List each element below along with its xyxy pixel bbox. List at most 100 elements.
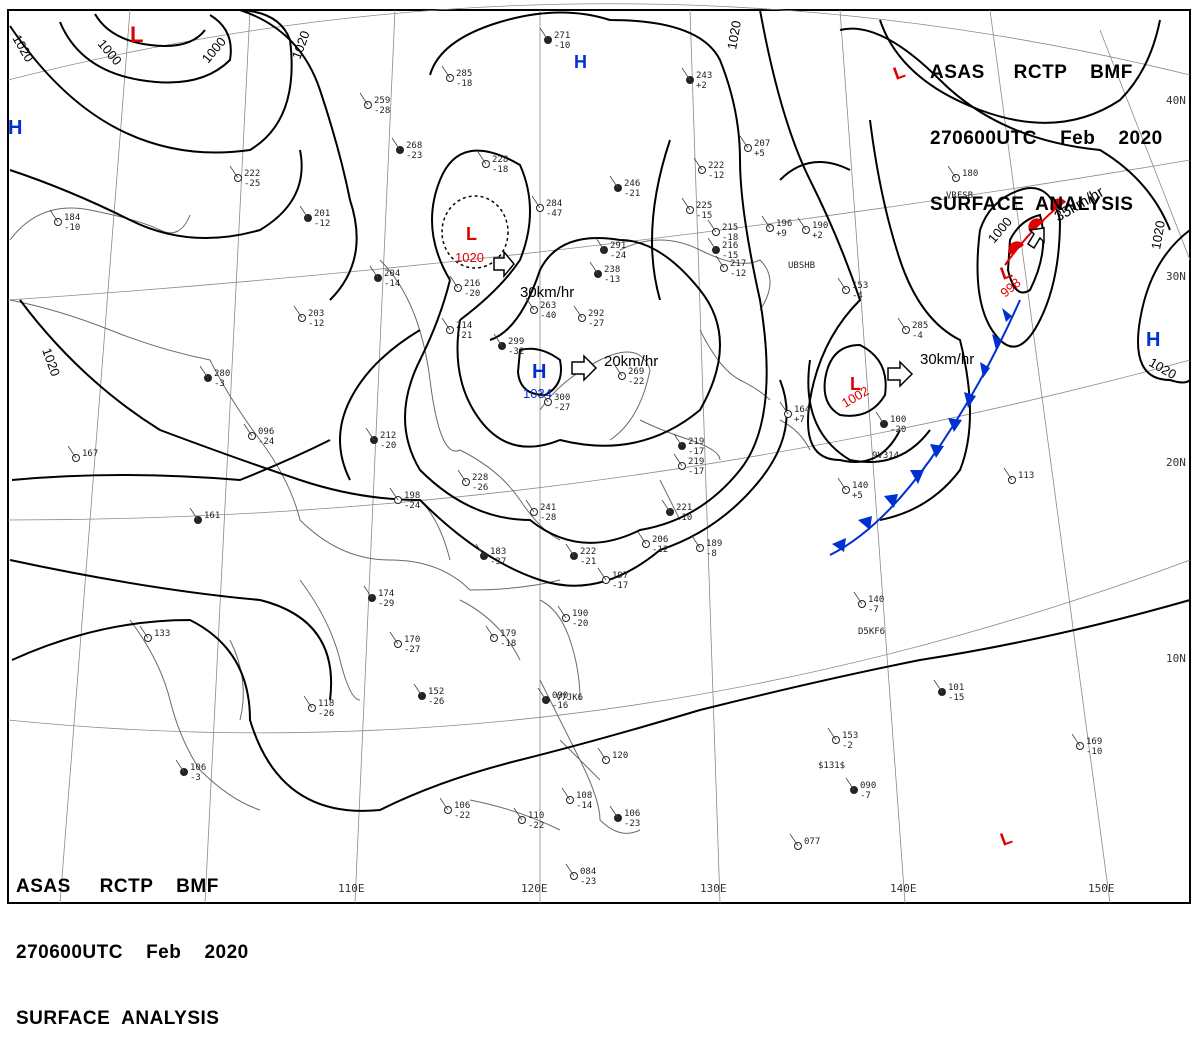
station-tendency: -22 — [454, 811, 470, 821]
station-tendency: -16 — [552, 701, 568, 711]
station-pressure: 174 — [378, 589, 394, 599]
station-pressure: 133 — [154, 629, 170, 639]
station-wind-barb — [363, 585, 373, 599]
station-plot: 100-20 — [875, 411, 906, 435]
station-pressure: 271 — [554, 31, 570, 41]
station-tendency: -27 — [404, 645, 420, 655]
station-plot: 219-17 — [673, 433, 704, 457]
station-pressure: 096 — [258, 427, 274, 437]
station-tendency: -27 — [554, 403, 570, 413]
station-wind-barb — [761, 215, 771, 229]
station-wind-barb — [441, 317, 451, 331]
station-plot: 221-10 — [661, 499, 692, 523]
station-plot: 216-20 — [449, 275, 480, 299]
station-tendency: -23 — [406, 151, 422, 161]
station-pressure: 169 — [1086, 737, 1102, 747]
station-pressure: 118 — [318, 699, 334, 709]
station-pressure: 153 — [852, 281, 868, 291]
isobar-label: 1020 — [724, 19, 744, 50]
station-wind-barb — [681, 67, 691, 81]
station-pressure: 280 — [214, 369, 230, 379]
station-wind-barb — [1003, 467, 1013, 481]
station-wind-barb — [947, 165, 957, 179]
station-pressure: 228 — [472, 473, 488, 483]
station-pressure: 110 — [528, 811, 544, 821]
station-plot: 090-7 — [845, 777, 876, 801]
station-pressure: 225 — [696, 201, 712, 211]
station-wind-barb — [365, 427, 375, 441]
station-wind-barb — [597, 567, 607, 581]
station-wind-barb — [457, 469, 467, 483]
station-wind-barb — [613, 363, 623, 377]
station-tendency: -17 — [688, 467, 704, 477]
station-wind-barb — [875, 411, 885, 425]
station-tendency: -12 — [314, 219, 330, 229]
station-pressure: 106 — [190, 763, 206, 773]
station-pressure: 212 — [380, 431, 396, 441]
movement-speed: 30km/hr — [920, 351, 974, 368]
station-pressure: 090 — [860, 781, 876, 791]
header-line-3: SURFACE ANALYSIS — [16, 1008, 220, 1029]
station-pressure: 167 — [82, 449, 98, 459]
lat-30n: 30N — [1166, 270, 1186, 283]
station-wind-barb — [189, 507, 199, 521]
station-wind-barb — [609, 805, 619, 819]
station-tendency: -10 — [676, 513, 692, 523]
station-pressure: 259 — [374, 96, 390, 106]
station-wind-barb — [561, 787, 571, 801]
station-plot: 285-18 — [441, 65, 472, 89]
station-plot: 198-24 — [389, 487, 420, 511]
station-plot: 084-23 — [565, 863, 596, 887]
station-wind-barb — [477, 151, 487, 165]
station-tendency: -4 — [912, 331, 923, 341]
station-tendency: -12 — [708, 171, 724, 181]
station-tendency: -26 — [318, 709, 334, 719]
station-pressure: 204 — [384, 269, 400, 279]
station-plot: 180 — [947, 165, 978, 182]
low-center-symbol: L — [466, 224, 477, 244]
station-tendency: -3 — [214, 379, 225, 389]
ship-id: 9V314 — [872, 451, 899, 461]
station-tendency: -7 — [868, 605, 879, 615]
station-wind-barb — [637, 531, 647, 545]
station-plot: 140-7 — [853, 591, 884, 615]
station-wind-barb — [691, 535, 701, 549]
station-plot: 169-10 — [1071, 733, 1102, 757]
station-wind-barb — [693, 157, 703, 171]
station-pressure: 285 — [912, 321, 928, 331]
station-tendency: -23 — [580, 877, 596, 887]
station-plot: 196+9 — [761, 215, 792, 239]
station-plot: 228-18 — [477, 151, 508, 175]
station-tendency: +2 — [812, 231, 823, 241]
station-wind-barb — [243, 423, 253, 437]
station-tendency: -20 — [464, 289, 480, 299]
station-plot: 222-25 — [229, 165, 260, 189]
station-tendency: -7 — [860, 791, 871, 801]
lon-110e: 110E — [338, 882, 365, 895]
dotted-low-circle — [441, 195, 509, 269]
low-center-value: 1002 — [839, 383, 872, 410]
station-pressure: 219 — [688, 457, 704, 467]
station-tendency: -17 — [688, 447, 704, 457]
station-pressure: 100 — [890, 415, 906, 425]
station-tendency: -4 — [852, 291, 863, 301]
station-tendency: -28 — [374, 106, 390, 116]
lon-120e: 120E — [521, 882, 548, 895]
station-tendency: -23 — [624, 819, 640, 829]
station-pressure: 190 — [812, 221, 828, 231]
station-tendency: +2 — [696, 81, 707, 91]
station-plot: 106-3 — [175, 759, 206, 783]
station-plot: 090-16 — [537, 687, 568, 711]
station-plot: 133 — [139, 625, 170, 642]
station-plot: 101-15 — [933, 679, 964, 703]
station-plot: 190+2 — [797, 217, 828, 241]
station-wind-barb — [739, 135, 749, 149]
header-line-2: 270600UTC Feb 2020 — [16, 942, 249, 963]
lon-130e: 130E — [700, 882, 727, 895]
station-wind-barb — [1071, 733, 1081, 747]
station-pressure: 196 — [776, 219, 792, 229]
lat-40n: 40N — [1166, 94, 1186, 107]
station-wind-barb — [369, 265, 379, 279]
station-pressure: 291 — [610, 241, 626, 251]
